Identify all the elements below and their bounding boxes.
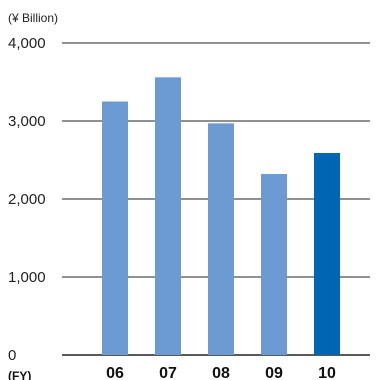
x-tick-label: 09 (265, 365, 283, 380)
x-tick-label: 10 (318, 365, 336, 380)
y-tick-label: 2,000 (8, 191, 46, 208)
bar-07 (155, 77, 181, 355)
bar-06 (102, 101, 128, 355)
x-tick-label: 08 (212, 365, 230, 380)
x-axis-category-labels: 06 07 08 09 10 (106, 365, 336, 380)
bar-10 (314, 152, 340, 355)
x-axis-label: (FY) (8, 369, 31, 380)
y-tick-label: 1,000 (8, 269, 46, 286)
bars (102, 77, 340, 355)
bar-08 (208, 123, 234, 355)
x-tick-label: 06 (106, 365, 124, 380)
bar-09 (261, 174, 287, 355)
y-tick-label: 0 (8, 347, 16, 364)
y-tick-label: 4,000 (8, 35, 46, 52)
x-tick-label: 07 (159, 365, 177, 380)
y-tick-label: 3,000 (8, 113, 46, 130)
unit-label: (¥ Billion) (8, 11, 58, 25)
y-axis-tick-labels: 0 1,000 2,000 3,000 4,000 (8, 35, 46, 364)
